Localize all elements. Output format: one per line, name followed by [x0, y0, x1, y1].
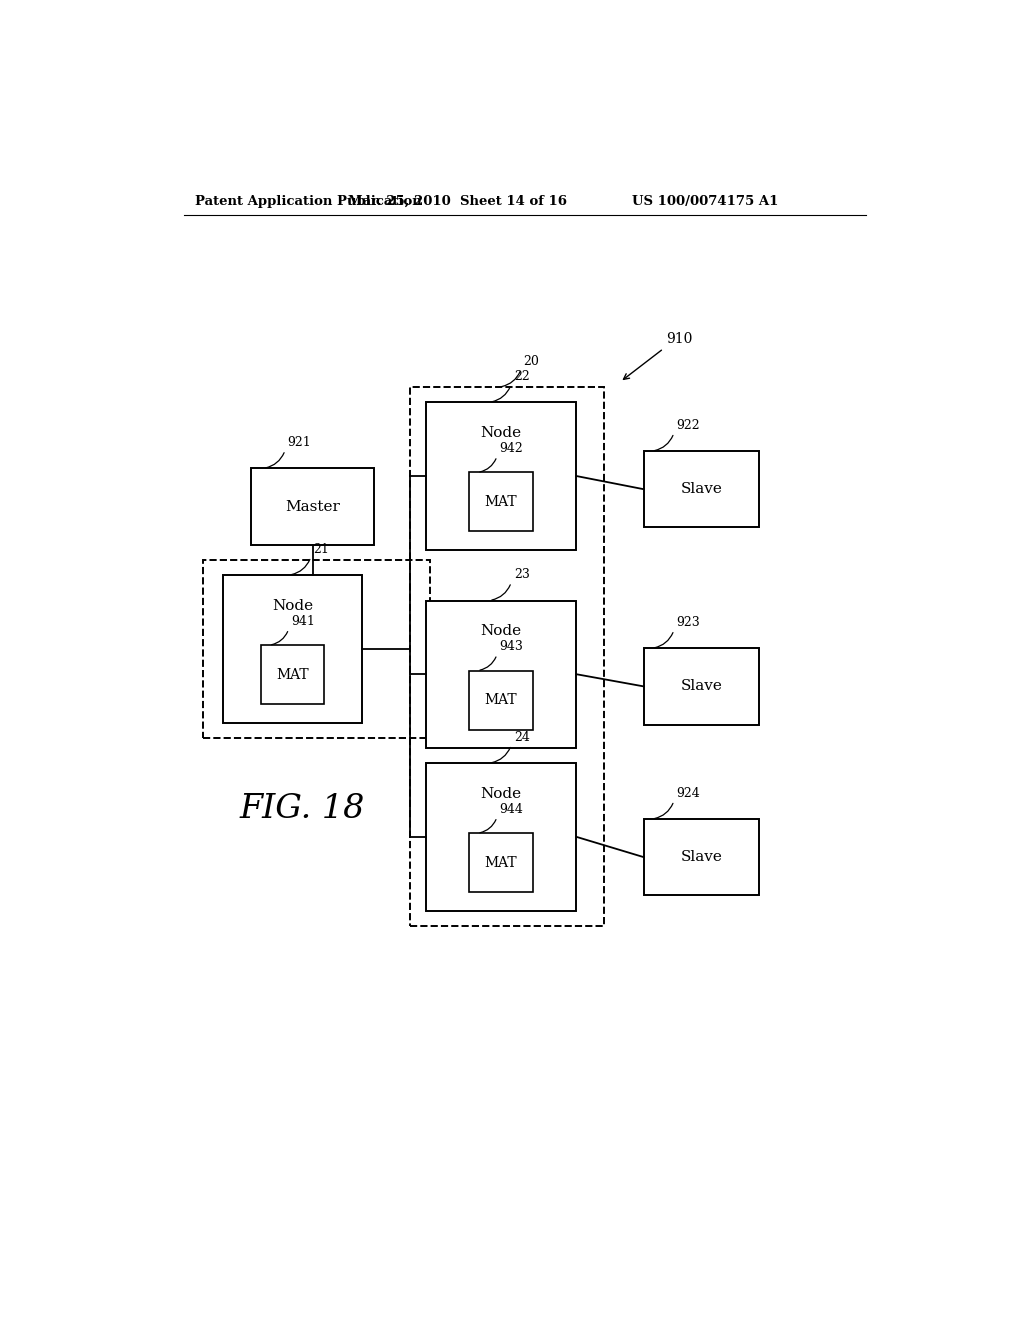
Bar [644, 648, 759, 725]
Text: Node: Node [480, 624, 521, 638]
Text: MAT: MAT [484, 855, 517, 870]
Text: Node: Node [272, 598, 313, 612]
Text: 23: 23 [514, 568, 529, 581]
Bar [644, 451, 759, 528]
Text: Master: Master [285, 499, 340, 513]
Text: 24: 24 [514, 731, 529, 744]
Bar [426, 403, 577, 549]
Bar [469, 833, 532, 892]
Bar [410, 387, 604, 925]
Text: 910: 910 [666, 333, 692, 346]
Text: Node: Node [480, 787, 521, 801]
Bar [261, 645, 325, 704]
Text: 21: 21 [313, 543, 329, 556]
Bar [426, 763, 577, 911]
Text: MAT: MAT [276, 668, 309, 681]
Text: MAT: MAT [484, 495, 517, 510]
Text: 923: 923 [677, 616, 700, 630]
Text: 20: 20 [523, 355, 540, 368]
Text: Node: Node [480, 426, 521, 440]
Text: 942: 942 [500, 442, 523, 455]
Bar [251, 469, 374, 545]
Text: Slave: Slave [680, 680, 722, 693]
Text: 922: 922 [677, 418, 700, 432]
Bar [223, 576, 362, 722]
Bar [469, 671, 532, 730]
Bar [469, 473, 532, 532]
Text: Mar. 25, 2010  Sheet 14 of 16: Mar. 25, 2010 Sheet 14 of 16 [348, 194, 567, 207]
Text: 924: 924 [677, 787, 700, 800]
Text: Patent Application Publication: Patent Application Publication [196, 194, 422, 207]
Text: MAT: MAT [484, 693, 517, 708]
Text: FIG. 18: FIG. 18 [240, 793, 366, 825]
Text: 943: 943 [500, 640, 523, 653]
Text: US 100/0074175 A1: US 100/0074175 A1 [632, 194, 778, 207]
Bar [204, 560, 430, 738]
Text: 944: 944 [500, 803, 523, 816]
Text: 941: 941 [291, 615, 315, 628]
Text: 921: 921 [288, 436, 311, 449]
Bar [644, 818, 759, 895]
Text: Slave: Slave [680, 482, 722, 496]
Text: Slave: Slave [680, 850, 722, 865]
Text: 22: 22 [514, 370, 529, 383]
Bar [426, 601, 577, 748]
